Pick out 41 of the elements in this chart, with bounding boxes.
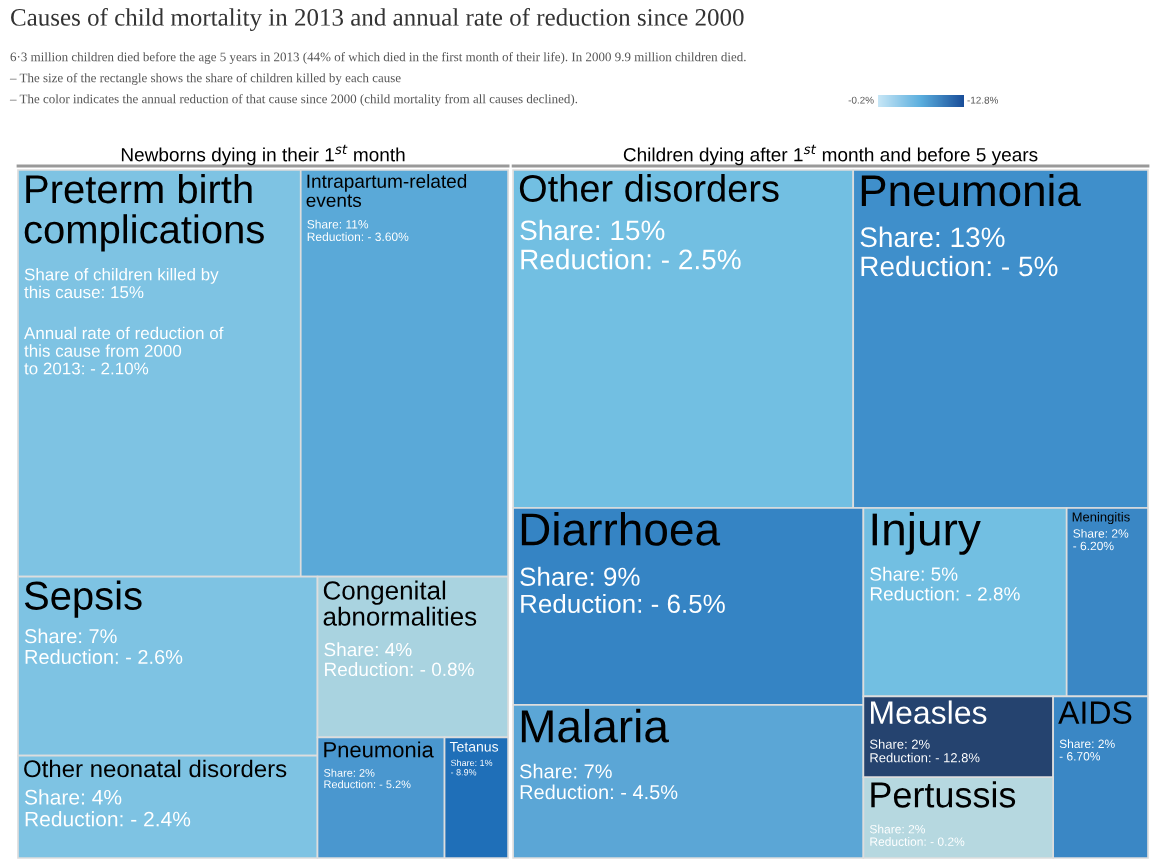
category-label: Measles [871,700,987,724]
text: Annual rate of reduction of this cause from 2000 to 2013: - 2.10% [24,326,224,375]
data-label: Share: 2% - 6.20% [1073,528,1129,551]
category-label: Malaria [521,708,669,743]
category-label: Tetanus [449,741,499,752]
data-label: Share: 13% Reduction: - 5% [860,226,1058,277]
category-label: Other disorders [519,174,779,202]
text: -12.8% [967,96,999,104]
data-label: Share: 2% Reduction: - 5.2% [324,768,411,789]
data-label: Share: 2% - 6.70% [1059,739,1115,761]
category-label: Injury [872,511,981,555]
data-label: Share: 2% Reduction: - 0.2% [869,824,965,846]
text: Newborns dying in their 1$^{st}$ month [121,144,405,166]
data-label: Share: 5% Reduction: - 2.8% [870,566,1020,601]
data-label: Share: 2% Reduction: - 12.8% [869,739,980,763]
data-label: Share: 4% Reduction: - 2.4% [24,789,191,827]
text: Children dying after 1$^{st}$ month and before 5 years [623,144,1038,166]
data-label: Share: 11% Reduction: - 3.60% [307,219,409,242]
category-label: AIDS [1058,701,1132,724]
data-label: Share: 4% Reduction: - 0.8% [324,642,474,677]
data-label: Share of children killed by this cause: 15% [24,268,219,299]
category-label: Sepsis [24,580,142,618]
text: -0.2% [848,96,874,104]
category-label: Other neonatal disorders [24,759,287,778]
category-label: Pneumonia [861,174,1081,207]
category-label: Meningitis [1072,511,1130,525]
category-label: Preterm birth complications [24,174,264,252]
data-label: Share: 15% Reduction: - 2.5% [520,219,741,270]
text: Causes of child mortality in 2013 and annual rate of reduction since 2000 [11,8,744,31]
data-label: Share: 9% Reduction: - 6.5% [520,566,725,614]
category-label: Diarrhoea [521,511,721,546]
data-label: Share: 7% Reduction: - 2.6% [24,628,183,665]
category-label: Congenital abnormalities [323,580,477,626]
text: – The size of the rectangle shows the share of children killed by each cause [9,73,401,85]
text: – The color indicates the annual reduction of that cause since 2000 (child mortality from all causes declined). [9,94,578,106]
category-label: Pertussis [871,781,1016,808]
category-label: Intrapartum-related events [306,174,467,208]
text: 6·3 million children died before the age 5 years in 2013 (44% of which died in the first month of their life). In 2000 9.9 million children died. [10,52,746,64]
category-label: Pneumonia [324,741,434,758]
data-label: Share: 1% - 8.9% [450,759,493,776]
data-label: Share: 7% Reduction: - 4.5% [520,763,678,800]
